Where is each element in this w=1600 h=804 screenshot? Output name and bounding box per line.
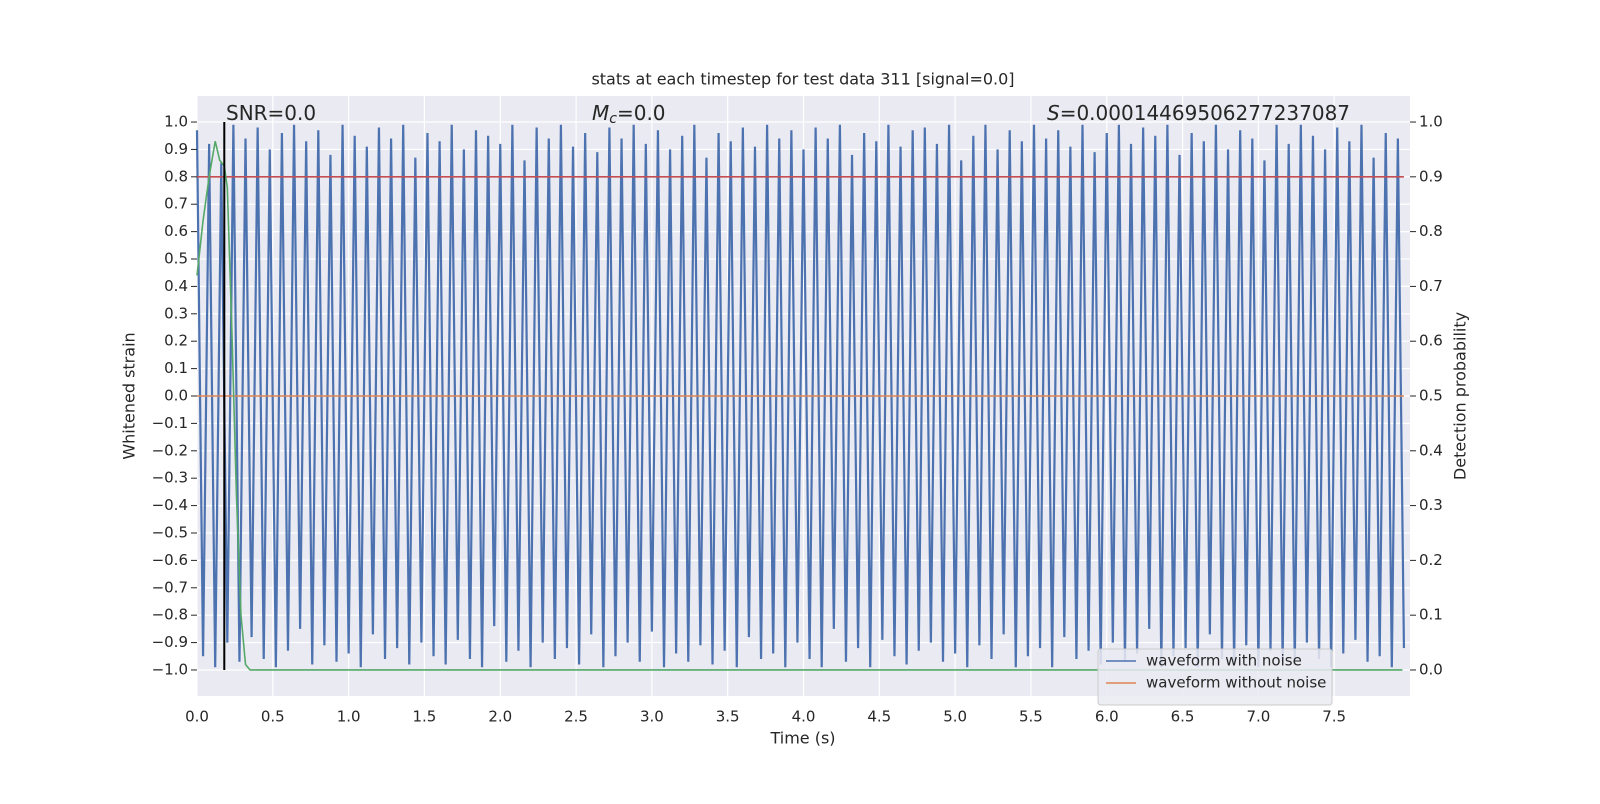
y-tick-label: 0.6 (164, 222, 188, 240)
x-axis-label: Time (s) (769, 729, 835, 748)
y-tick-label: −0.3 (152, 469, 188, 487)
y2-tick-label: 0.0 (1419, 660, 1443, 678)
y-tick-label: −0.2 (152, 441, 188, 459)
series-line (196, 141, 1403, 671)
legend-label: waveform with noise (1146, 652, 1302, 670)
marks (195, 122, 1406, 671)
labels: 0.0 0.5 1.0 1.5 2.0 2.5 3.0 3.5 4.0 4.5 5.0 5.5 6.0 6… (152, 101, 1443, 726)
y-tick-label: 0.1 (164, 359, 188, 377)
x-tick-label: 7.5 (1322, 708, 1346, 726)
y-tick-label: 0.3 (164, 304, 188, 322)
y-tick-label: 0.9 (164, 140, 188, 158)
legend-label: waveform without noise (1146, 674, 1326, 692)
legend-box (1097, 648, 1333, 706)
x-tick-label: 3.0 (640, 708, 664, 726)
y-tick-label: −0.5 (152, 523, 188, 541)
annotation-subscript: c (609, 111, 617, 127)
y2-tick-label: 0.3 (1419, 496, 1443, 514)
y2-tick-label: 0.9 (1419, 167, 1443, 185)
x-tick-label: 5.5 (1019, 708, 1043, 726)
annotation: SNR=0.0 (226, 101, 316, 125)
y2-tick-label: 0.5 (1419, 387, 1443, 405)
y-tick-label: −0.7 (152, 578, 188, 596)
x-tick-label: 3.5 (716, 708, 740, 726)
x-tick-label: 6.5 (1171, 708, 1195, 726)
y-tick-label: −0.8 (152, 606, 188, 624)
annotation: S=0.00014469506277237087 (1047, 101, 1350, 125)
annotation-symbol: S (1047, 101, 1060, 125)
y-tick-label: 0.8 (164, 167, 188, 185)
annotation-text: =0.0 (617, 101, 666, 125)
y-axis-label: Whitened strain (120, 332, 139, 459)
annotation: Mc=0.0 (592, 101, 666, 128)
y-tick-label: −0.6 (152, 551, 188, 569)
x-tick-label: 4.5 (867, 708, 891, 726)
y2-tick-label: 0.7 (1419, 277, 1443, 295)
y2-tick-label: 1.0 (1419, 113, 1443, 131)
x-tick-label: 0.5 (261, 708, 285, 726)
y2-tick-label: 0.1 (1419, 606, 1443, 624)
y2-tick-label: 0.6 (1419, 332, 1443, 350)
annotation-text: SNR=0.0 (226, 101, 316, 125)
y-tick-label: −1.0 (152, 660, 188, 678)
chart-title: stats at each timestep for test data 311… (591, 70, 1014, 89)
x-tick-label: 7.0 (1246, 708, 1270, 726)
x-tick-label: 4.0 (792, 708, 816, 726)
x-tick-label: 0.0 (185, 708, 209, 726)
y-tick-label: 0.0 (164, 387, 188, 405)
x-tick-label: 2.5 (564, 708, 588, 726)
x-tick-label: 5.0 (943, 708, 967, 726)
annotation-symbol: M (592, 101, 609, 125)
y2-tick-label: 0.8 (1419, 222, 1443, 240)
y2-tick-label: 0.2 (1419, 551, 1443, 569)
y-tick-label: 0.7 (164, 195, 188, 213)
x-tick-label: 6.0 (1095, 708, 1119, 726)
x-tick-label: 1.0 (337, 708, 361, 726)
y-tick-label: −0.1 (152, 414, 188, 432)
x-tick-label: 1.5 (413, 708, 437, 726)
annotation-text: =0.00014469506277237087 (1060, 101, 1350, 125)
y2-axis-label: Detection probability (1451, 312, 1470, 480)
y-tick-label: 0.2 (164, 332, 188, 350)
y-tick-label: 1.0 (164, 113, 188, 131)
y-tick-label: −0.9 (152, 633, 188, 651)
y-tick-label: −0.4 (152, 496, 188, 514)
y-tick-label: 0.4 (164, 277, 188, 295)
x-tick-label: 2.0 (488, 708, 512, 726)
y-tick-label: 0.5 (164, 250, 188, 268)
y2-tick-label: 0.4 (1419, 441, 1443, 459)
